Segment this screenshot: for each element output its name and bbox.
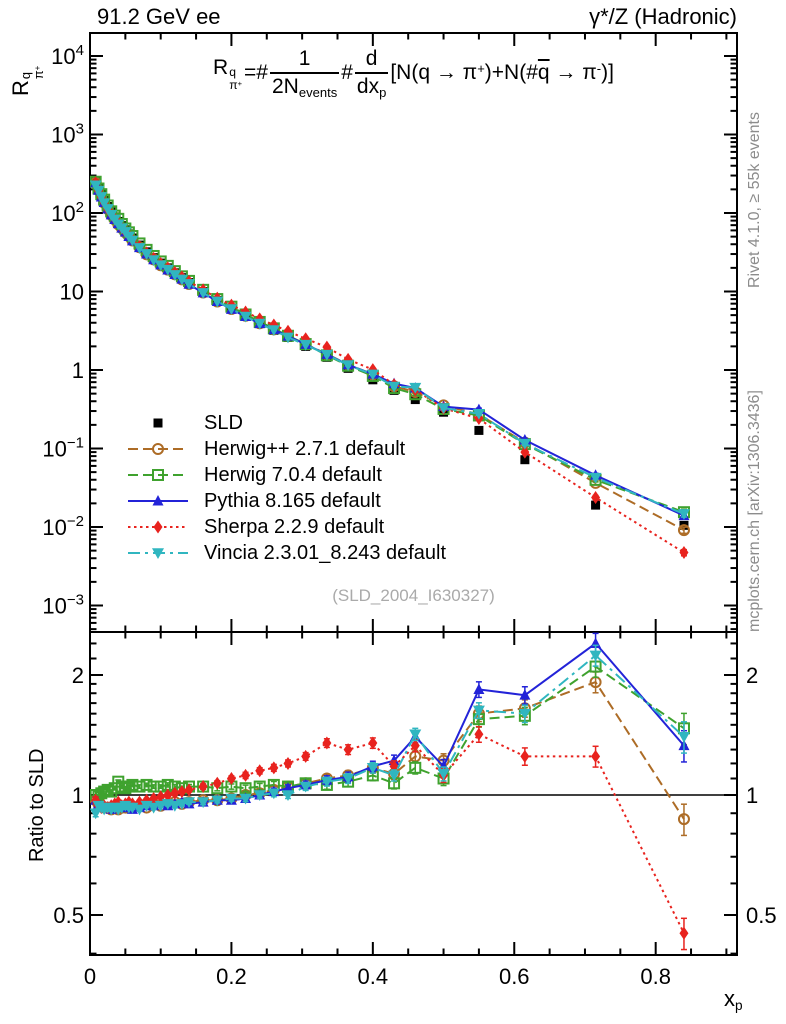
x-tick-label: 0.4 <box>358 964 389 989</box>
beam-energy-label: 91.2 GeV ee <box>97 4 221 29</box>
legend-label: Herwig++ 2.7.1 default <box>204 437 406 460</box>
axis-ticks <box>90 33 737 955</box>
y-tick-label: 10−3 <box>42 592 84 619</box>
legend-label: SLD <box>204 411 243 434</box>
x-tick-label: 0.6 <box>499 964 530 989</box>
ratio-tick-label: 0.5 <box>53 903 84 928</box>
y-tick-label: 10−2 <box>42 513 84 540</box>
y-tick-label: 10 <box>60 280 84 305</box>
legend-label: Vincia 2.3.01_8.243 default <box>204 541 447 564</box>
mcplots-credit-note: mcplots.cern.ch [arXiv:1306.3436] <box>746 390 763 632</box>
formula-equals: =# <box>244 60 268 84</box>
legend-item-sherpa: Sherpa 2.2.9 default <box>126 514 446 540</box>
y-tick-label: 104 <box>51 42 84 69</box>
rivet-version-note: Rivet 4.1.0, ≥ 55k events <box>746 112 763 288</box>
formula-fraction-1: 1 2Nevents <box>270 47 340 101</box>
process-label: γ*/Z (Hadronic) <box>589 4 737 29</box>
legend-marker-sqo <box>128 469 188 481</box>
ratio-tick-label-right: 0.5 <box>746 903 777 928</box>
legend-item-herwig: Herwig 7.0.4 default <box>126 462 446 488</box>
legend-item-sld: SLD <box>126 410 446 436</box>
y-title-sub: π+ <box>31 65 47 80</box>
legend-label: Sherpa 2.2.9 default <box>204 515 385 538</box>
x-tick-label: 0.8 <box>640 964 671 989</box>
legend-label: Pythia 8.165 default <box>204 489 381 512</box>
ratio-tick-label: 2 <box>72 663 84 688</box>
formula-fraction-2: d dxp <box>354 47 389 101</box>
x-tick-label: 0 <box>84 964 96 989</box>
legend-item-herwig++: Herwig++ 2.7.1 default <box>126 436 446 462</box>
legend-label: Herwig 7.0.4 default <box>204 463 382 486</box>
legend-marker-sq <box>153 418 163 428</box>
legend-marker-di <box>128 520 188 534</box>
y-title-sup: q <box>18 72 33 80</box>
legend-item-pythia: Pythia 8.165 default <box>126 488 446 514</box>
series-ratio-sherpa <box>91 725 689 951</box>
y-title-scripts: q π+ <box>18 65 47 80</box>
analysis-id-watermark: (SLD_2004_I630327) <box>332 586 495 605</box>
ratio-tick-label-right: 1 <box>746 783 758 808</box>
legend-item-vincia: Vincia 2.3.01_8.243 default <box>126 540 446 566</box>
y-tick-label: 103 <box>51 121 84 148</box>
y-tick-label: 10−1 <box>42 435 84 462</box>
formula-hash: # <box>341 60 353 84</box>
ratio-axis-title: Ratio to SLD <box>26 748 48 862</box>
y-tick-label: 1 <box>72 358 84 383</box>
series-ratio-herwig++ <box>90 671 690 837</box>
ratio-tick-label-right: 2 <box>746 663 758 688</box>
series-ratio-vincia <box>90 644 690 820</box>
ratio-tick-label: 1 <box>72 783 84 808</box>
formula-tail: [N(q → π+)+N(#q → π-)] <box>390 60 614 84</box>
legend-marker-tu <box>128 495 188 506</box>
y-title-base: R <box>8 80 33 96</box>
series-main-vincia <box>90 180 690 520</box>
legend-marker-td <box>128 548 188 559</box>
y-tick-label: 102 <box>51 199 84 226</box>
x-axis-title: xp <box>724 986 743 1014</box>
legend-marker-cio <box>128 443 188 455</box>
legend: SLD Herwig++ 2.7.1 default Herwig 7.0.4 de… <box>126 410 446 566</box>
x-tick-label: 0.2 <box>216 964 247 989</box>
